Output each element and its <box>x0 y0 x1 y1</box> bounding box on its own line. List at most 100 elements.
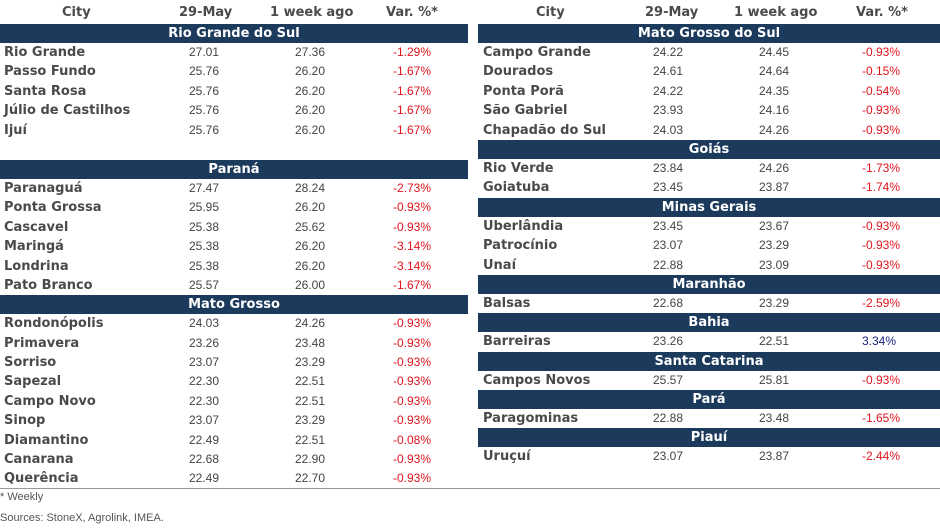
table-row: Sorriso 23.07 23.29 -0.93% <box>0 353 468 372</box>
table-row: Ponta Grossa 25.95 26.20 -0.93% <box>0 198 468 217</box>
city-cell: Paragominas <box>483 411 579 427</box>
variation-cell: -1.73% <box>862 160 901 175</box>
header-date: 29-May <box>645 5 699 20</box>
variation-cell: -0.93% <box>393 393 432 408</box>
table-row: Santa Rosa 25.76 26.20 -1.67% <box>0 82 468 101</box>
price-week-cell: 24.16 <box>759 103 790 118</box>
price-current-cell: 25.76 <box>189 64 220 79</box>
price-current-cell: 22.49 <box>189 471 220 486</box>
section-header: Piauí <box>478 428 940 448</box>
price-week-cell: 27.36 <box>295 45 326 59</box>
price-current-cell: 22.68 <box>189 452 220 467</box>
section-header: Santa Catarina <box>478 351 940 371</box>
section-header: Pará <box>478 390 940 410</box>
price-week-cell: 24.26 <box>759 160 790 175</box>
variation-cell: -0.93% <box>393 374 432 389</box>
table-row: Maringá 25.38 26.20 -3.14% <box>0 237 468 256</box>
header-city: City <box>62 5 91 20</box>
city-cell: Dourados <box>483 64 554 80</box>
city-cell: Querência <box>4 471 79 487</box>
variation-cell: -1.67% <box>393 122 432 137</box>
variation-cell: -2.73% <box>393 180 432 195</box>
city-cell: Diamantino <box>4 432 89 448</box>
city-cell: Sorriso <box>4 355 57 371</box>
variation-cell: -2.59% <box>862 295 901 310</box>
price-current-cell: 23.07 <box>653 238 684 253</box>
footnote: * Weekly <box>0 491 44 503</box>
section-header: Maranhão <box>478 274 940 294</box>
price-week-cell: 23.48 <box>759 411 790 426</box>
city-cell: Barreiras <box>483 334 551 350</box>
price-week-cell: 22.51 <box>759 334 790 349</box>
price-current-cell: 25.76 <box>189 83 220 98</box>
price-week-cell: 24.64 <box>759 64 790 79</box>
table-row: Ponta Porã 24.22 24.35 -0.54% <box>478 82 940 101</box>
city-cell: Maringá <box>4 239 64 255</box>
price-current-cell: 23.07 <box>653 449 684 464</box>
city-cell: Pato Branco <box>4 277 93 293</box>
table-row: Pato Branco 25.57 26.00 -1.67% <box>0 276 468 295</box>
variation-cell: -0.93% <box>862 372 901 387</box>
left-table: City 29-May 1 week ago Var. %* Rio Grand… <box>0 0 468 489</box>
city-cell: Uberlândia <box>483 218 564 234</box>
variation-cell: -1.67% <box>393 103 432 118</box>
variation-cell: -0.93% <box>393 471 432 486</box>
price-current-cell: 24.22 <box>653 83 684 98</box>
city-cell: Paranaguá <box>4 180 83 196</box>
table-row: Campos Novos 25.57 25.81 -0.93% <box>478 371 940 390</box>
price-week-cell: 23.29 <box>759 295 790 310</box>
left-header-row: City 29-May 1 week ago Var. %* <box>0 0 468 24</box>
variation-cell: -3.14% <box>393 239 432 254</box>
city-cell: Campo Novo <box>4 393 96 409</box>
city-cell: Chapadão do Sul <box>483 122 607 138</box>
price-week-cell: 26.20 <box>295 200 326 215</box>
variation-cell: -0.93% <box>393 200 432 215</box>
price-week-cell: 25.62 <box>295 219 326 234</box>
city-cell: Ponta Grossa <box>4 200 102 216</box>
price-current-cell: 24.03 <box>653 122 684 137</box>
price-week-cell: 26.00 <box>295 277 326 292</box>
city-cell: São Gabriel <box>483 103 568 119</box>
city-cell: Campos Novos <box>483 372 591 388</box>
price-current-cell: 27.01 <box>189 45 220 59</box>
price-week-cell: 23.87 <box>759 180 790 195</box>
header-date: 29-May <box>179 5 233 20</box>
variation-cell: -0.93% <box>862 103 901 118</box>
city-cell: Primavera <box>4 335 80 351</box>
price-week-cell: 26.20 <box>295 64 326 79</box>
price-current-cell: 24.22 <box>653 45 684 59</box>
price-week-cell: 24.35 <box>759 83 790 98</box>
sources-note: Sources: StoneX, Agrolink, IMEA. <box>0 512 164 524</box>
table-row: Querência 22.49 22.70 -0.93% <box>0 469 468 488</box>
left-table-body: Rio Grande do Sul Rio Grande 27.01 27.36 -1.… <box>0 24 468 489</box>
city-cell: Passo Fundo <box>4 64 96 80</box>
variation-cell: -1.29% <box>393 45 432 59</box>
variation-cell: -0.93% <box>862 257 901 272</box>
price-week-cell: 24.45 <box>759 45 790 59</box>
city-cell: Júlio de Castilhos <box>4 103 131 119</box>
variation-cell: -0.54% <box>862 83 901 98</box>
city-cell: Ponta Porã <box>483 83 564 99</box>
variation-cell: -0.93% <box>393 219 432 234</box>
price-current-cell: 22.30 <box>189 374 220 389</box>
variation-cell: -0.93% <box>393 335 432 350</box>
variation-cell: -1.74% <box>862 180 901 195</box>
section-header: Mato Grosso <box>0 295 468 315</box>
city-cell: Uruçuí <box>483 449 531 465</box>
price-current-cell: 22.68 <box>653 295 684 310</box>
price-current-cell: 22.88 <box>653 257 684 272</box>
price-week-cell: 23.67 <box>759 218 790 233</box>
city-cell: Campo Grande <box>483 45 591 60</box>
table-row: Chapadão do Sul 24.03 24.26 -0.93% <box>478 121 940 140</box>
city-cell: Rio Grande <box>4 45 86 60</box>
city-cell: Sapezal <box>4 374 62 390</box>
price-week-cell: 24.26 <box>759 122 790 137</box>
table-row: Uruçuí 23.07 23.87 -2.44% <box>478 447 940 466</box>
city-cell: Goiatuba <box>483 180 550 196</box>
price-current-cell: 25.38 <box>189 219 220 234</box>
price-week-cell: 23.29 <box>759 238 790 253</box>
price-week-cell: 22.51 <box>295 432 326 447</box>
variation-cell: -0.93% <box>393 316 432 331</box>
table-row: Sapezal 22.30 22.51 -0.93% <box>0 372 468 391</box>
price-current-cell: 23.26 <box>189 335 220 350</box>
